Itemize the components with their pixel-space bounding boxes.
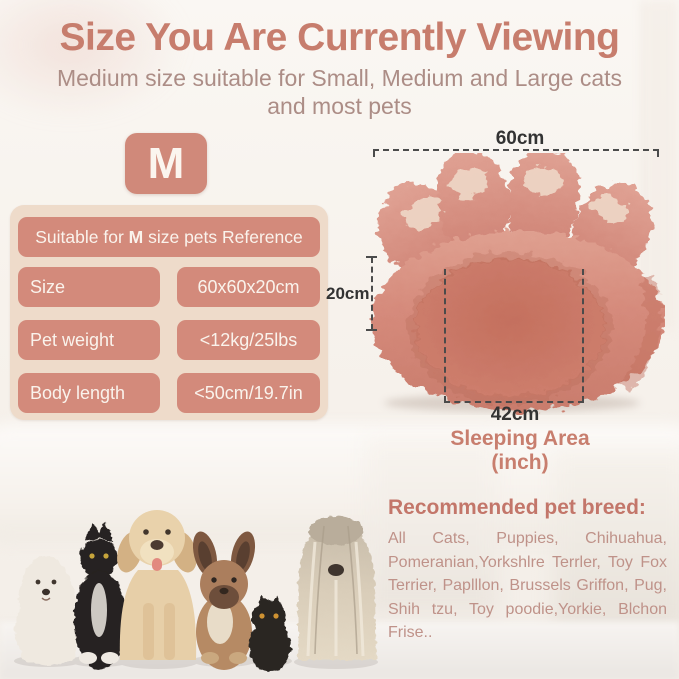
black-kitten	[249, 595, 291, 672]
white-bichon-dog	[15, 556, 81, 666]
dimension-tick	[373, 149, 375, 157]
size-badge: M	[125, 133, 207, 194]
height-dimension-label: 20cm	[326, 284, 370, 303]
toe-pad	[403, 197, 443, 229]
table-row: Body length <50cm/19.7in	[18, 373, 320, 413]
dimension-tick	[366, 256, 377, 258]
page-title: Size You Are Currently Viewing	[59, 16, 620, 59]
sleeping-width-line-left	[444, 269, 446, 402]
bed-rim-shade	[408, 252, 612, 404]
breeds-heading: Recommended pet breed:	[388, 496, 646, 519]
background-curtain	[641, 0, 679, 330]
sleeping-area-caption: Sleeping Area (inch)	[450, 427, 590, 475]
recommended-breeds-section: Recommended pet breed: All Cats, Puppies…	[388, 496, 667, 645]
pets-photo	[14, 510, 378, 672]
paw-bed-photo	[372, 153, 664, 412]
height-dimension-line	[371, 257, 373, 330]
dimension-tick	[366, 329, 377, 331]
breeds-list: All Cats, Puppies, Chihuahua, Pomeranian…	[388, 530, 667, 642]
toe-pad	[524, 166, 562, 196]
french-bulldog	[192, 531, 256, 670]
row-value: <12kg/25lbs	[177, 320, 320, 360]
toe-pad	[451, 168, 489, 198]
spec-table-header: Suitable for M size pets Reference	[18, 217, 320, 257]
background-shelf	[366, 438, 498, 613]
bed-toe	[506, 153, 580, 251]
width-dimension-line	[373, 149, 659, 151]
spec-header-suffix: size pets Reference	[143, 226, 303, 247]
dimension-tick	[657, 149, 659, 157]
sleeping-width-line-right	[582, 269, 584, 402]
background-pink-blob	[0, 0, 185, 120]
width-dimension-label: 60cm	[495, 128, 545, 149]
table-row: Size 60x60x20cm	[18, 267, 320, 307]
spec-header-size: M	[128, 226, 144, 247]
toe-pad	[590, 193, 628, 223]
row-label: Pet weight	[18, 320, 160, 360]
sleeping-width-line-bottom	[444, 401, 584, 403]
row-value: <50cm/19.7in	[177, 373, 320, 413]
bearded-collie-dog	[298, 516, 376, 660]
row-label: Size	[18, 267, 160, 307]
bed-toe	[436, 153, 510, 253]
table-row: Pet weight <12kg/25lbs	[18, 320, 320, 360]
row-value: 60x60x20cm	[177, 267, 320, 307]
background-cabinet	[553, 452, 679, 627]
black-cat	[74, 523, 126, 670]
page-subtitle: Medium size suitable for Small, Medium a…	[56, 65, 623, 120]
bed-cushion	[415, 258, 605, 398]
spec-header-prefix: Suitable for	[35, 226, 129, 247]
spec-table: Suitable for M size pets Reference Size …	[10, 205, 328, 420]
row-label: Body length	[18, 373, 160, 413]
sleeping-width-label: 42cm	[490, 404, 540, 425]
labrador-dog	[117, 510, 197, 660]
bed-tail-curl	[621, 276, 661, 390]
